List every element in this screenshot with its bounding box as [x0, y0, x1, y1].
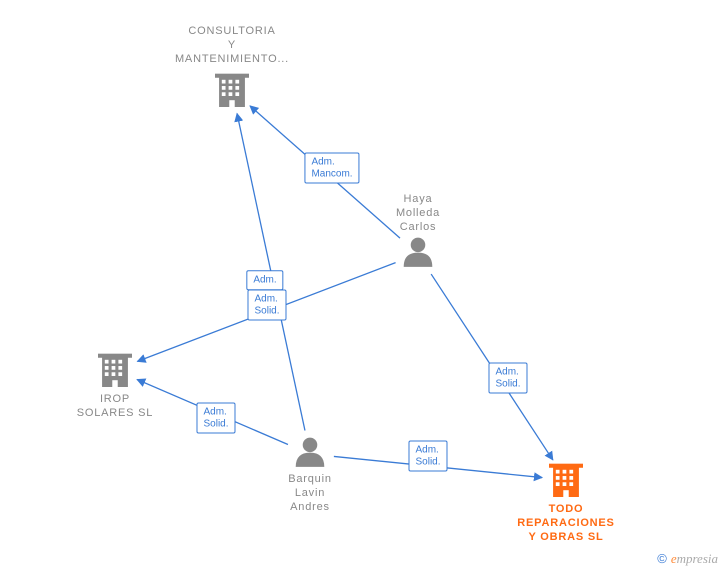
person-icon[interactable]	[404, 238, 433, 267]
edge-label-barquin-todo: Adm. Solid.	[408, 441, 447, 472]
edge-label-haya-irop: Adm.	[246, 270, 283, 290]
node-label-irop: IROPSOLARES SL	[55, 393, 175, 421]
node-consultoria[interactable]	[215, 74, 249, 107]
node-haya[interactable]	[404, 238, 433, 267]
watermark-rest: mpresia	[677, 551, 718, 566]
edge-label-barquin-consultoria: Adm. Solid.	[247, 290, 286, 321]
node-todo[interactable]	[549, 464, 583, 497]
edge-label-barquin-irop: Adm. Solid.	[196, 403, 235, 434]
building-icon[interactable]	[98, 354, 132, 387]
node-label-todo: TODOREPARACIONESY OBRAS SL	[506, 503, 626, 544]
building-icon[interactable]	[549, 464, 583, 497]
node-label-barquin: BarquinLavinAndres	[250, 473, 370, 514]
edge-label-haya-todo: Adm. Solid.	[488, 363, 527, 394]
copyright-symbol: ©	[657, 551, 667, 566]
node-barquin[interactable]	[296, 438, 325, 467]
watermark: ©empresia	[657, 551, 718, 567]
edge-label-haya-consultoria: Adm. Mancom.	[304, 153, 359, 184]
building-icon[interactable]	[215, 74, 249, 107]
node-label-haya: HayaMolledaCarlos	[358, 193, 478, 234]
node-irop[interactable]	[98, 354, 132, 387]
node-label-consultoria: CONSULTORIAYMANTENIMIENTO...	[172, 25, 292, 66]
person-icon[interactable]	[296, 438, 325, 467]
